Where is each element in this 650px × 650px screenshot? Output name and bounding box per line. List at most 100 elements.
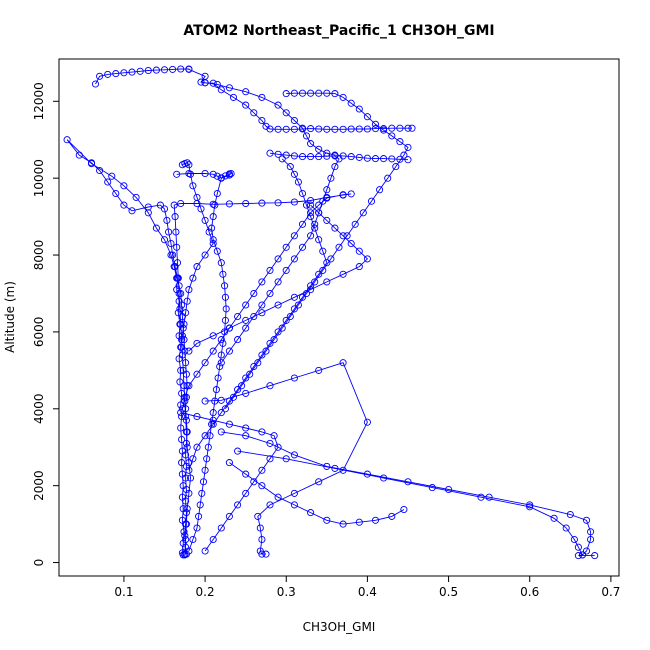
- series-4: [173, 169, 235, 555]
- data-point: [388, 512, 396, 520]
- data-point: [180, 528, 188, 536]
- data-point: [197, 205, 205, 213]
- data-point: [290, 489, 298, 497]
- data-point: [331, 163, 339, 171]
- data-point: [278, 155, 286, 163]
- data-point: [392, 163, 400, 171]
- data-point: [250, 312, 258, 321]
- data-point: [587, 528, 595, 536]
- data-point: [242, 489, 250, 497]
- data-point: [104, 70, 112, 78]
- data-point: [258, 116, 266, 125]
- data-point: [174, 274, 182, 282]
- data-point: [201, 169, 209, 178]
- data-point: [213, 80, 221, 88]
- data-point: [388, 132, 396, 140]
- data-point: [307, 509, 315, 517]
- data-point: [185, 161, 193, 169]
- data-point: [582, 547, 591, 555]
- data-point: [282, 90, 290, 98]
- data-point: [274, 199, 282, 207]
- data-point: [221, 282, 229, 290]
- data-point: [278, 324, 286, 332]
- chart-title: ATOM2 Northeast_Pacific_1 CH3OH_GMI: [183, 23, 494, 39]
- data-point: [242, 389, 250, 397]
- data-point: [96, 166, 104, 175]
- series-line: [180, 412, 279, 552]
- data-point: [250, 289, 258, 298]
- data-point: [128, 68, 136, 76]
- data-point: [173, 286, 181, 294]
- data-point: [209, 416, 217, 424]
- data-point: [335, 243, 343, 251]
- series-line: [176, 172, 233, 552]
- data-point: [282, 316, 290, 324]
- data-point: [169, 65, 177, 73]
- series-line: [221, 431, 595, 557]
- data-point: [258, 199, 266, 207]
- data-point: [242, 101, 250, 109]
- data-point: [132, 193, 140, 201]
- y-tick-label: 10000: [32, 159, 46, 197]
- data-point: [327, 255, 335, 263]
- data-point: [91, 80, 100, 88]
- series-13: [234, 447, 587, 559]
- data-point: [219, 270, 227, 278]
- data-point: [173, 243, 181, 251]
- series-line: [188, 158, 328, 471]
- data-point: [234, 386, 242, 394]
- data-point: [199, 478, 208, 486]
- data-point: [380, 126, 388, 134]
- data-point: [428, 484, 436, 492]
- data-point: [526, 503, 534, 511]
- x-tick-label: 0.5: [439, 585, 458, 599]
- data-point: [128, 207, 136, 215]
- data-point: [242, 424, 250, 432]
- data-point: [209, 213, 217, 221]
- data-point: [258, 550, 266, 558]
- data-point: [302, 132, 311, 140]
- data-point: [195, 512, 203, 520]
- data-point: [266, 149, 274, 157]
- data-point: [298, 189, 307, 198]
- data-point: [355, 247, 363, 255]
- data-point: [217, 259, 225, 267]
- data-point: [282, 151, 290, 159]
- data-point: [217, 174, 225, 182]
- data-point: [327, 174, 335, 182]
- data-point: [323, 259, 331, 267]
- data-point: [225, 420, 233, 428]
- data-point: [254, 512, 262, 520]
- data-point: [165, 228, 173, 236]
- data-point: [209, 535, 217, 544]
- data-point: [274, 278, 282, 286]
- data-point: [294, 178, 302, 186]
- series-10: [185, 201, 371, 355]
- data-point: [178, 301, 186, 309]
- data-point: [238, 382, 246, 390]
- data-point: [63, 136, 71, 144]
- data-point: [339, 93, 347, 101]
- series-5: [91, 65, 416, 133]
- data-point: [315, 270, 323, 278]
- data-point: [221, 316, 229, 324]
- data-point: [258, 482, 266, 490]
- data-point: [258, 93, 266, 101]
- data-point: [209, 236, 217, 244]
- data-point: [225, 512, 233, 520]
- series-1: [63, 136, 191, 559]
- data-point: [229, 93, 238, 101]
- x-tick-label: 0.3: [277, 585, 296, 599]
- data-point: [323, 216, 331, 224]
- x-tick-label: 0.6: [520, 585, 539, 599]
- data-point: [181, 397, 189, 405]
- data-point: [315, 145, 323, 153]
- data-point: [242, 374, 250, 382]
- data-point: [570, 535, 578, 544]
- y-tick-label: 2000: [32, 470, 46, 501]
- data-point: [242, 88, 250, 96]
- data-point: [152, 224, 160, 232]
- data-point: [217, 351, 225, 359]
- data-point: [120, 201, 128, 209]
- data-point: [355, 518, 363, 526]
